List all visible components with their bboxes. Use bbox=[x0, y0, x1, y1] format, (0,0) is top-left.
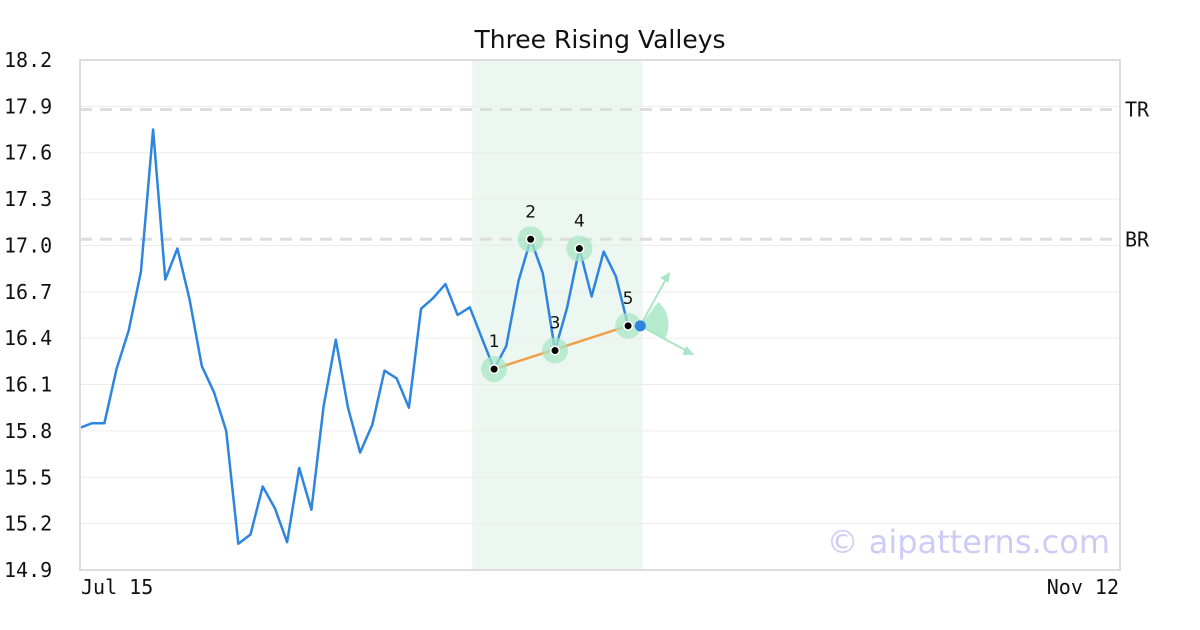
y-axis-ticks: 18.2 17.9 17.6 17.3 17.0 16.7 16.4 16.1 15.8 15.5… bbox=[4, 48, 52, 582]
y-tick-label: 15.8 bbox=[4, 419, 52, 443]
pattern-point bbox=[575, 245, 583, 253]
projection-arrow-down bbox=[639, 324, 693, 355]
pattern-point-label: 2 bbox=[525, 202, 536, 222]
y-tick-label: 17.6 bbox=[4, 141, 52, 165]
pattern-point-label: 4 bbox=[574, 212, 585, 232]
x-tick-label: Jul 15 bbox=[81, 575, 153, 599]
y-tick-label: 15.2 bbox=[4, 512, 52, 536]
pattern-point-label: 5 bbox=[623, 289, 634, 309]
reference-label-tr: TR bbox=[1125, 97, 1150, 121]
pattern-point bbox=[527, 235, 535, 243]
highlight-band bbox=[472, 60, 643, 570]
reference-lines: TR BR bbox=[80, 97, 1150, 251]
pattern-point-label: 3 bbox=[550, 314, 561, 334]
pattern-markers: 1 2 3 4 5 bbox=[481, 202, 695, 383]
y-tick-label: 16.1 bbox=[4, 373, 52, 397]
gridlines bbox=[80, 59, 1120, 571]
projection-arrow-down-head bbox=[682, 345, 695, 355]
chart-title: Three Rising Valleys bbox=[473, 25, 725, 54]
projection-wedge bbox=[640, 301, 669, 340]
y-tick-label: 17.0 bbox=[4, 233, 52, 257]
y-tick-label: 15.5 bbox=[4, 465, 52, 489]
y-tick-label: 17.9 bbox=[4, 94, 52, 118]
x-tick-label: Nov 12 bbox=[1047, 575, 1119, 599]
price-series bbox=[79, 128, 630, 545]
y-tick-label: 14.9 bbox=[4, 558, 52, 582]
pattern-point bbox=[490, 365, 498, 373]
y-tick-label: 18.2 bbox=[4, 48, 52, 72]
y-tick-label: 17.3 bbox=[4, 187, 52, 211]
x-axis-ticks: Jul 15 Nov 12 bbox=[81, 575, 1119, 599]
pattern-point bbox=[624, 322, 632, 330]
projection-arrow-up-head bbox=[660, 271, 671, 283]
pattern-point bbox=[551, 347, 559, 355]
plot-frame bbox=[79, 59, 1121, 571]
pattern-point-label: 1 bbox=[489, 332, 500, 352]
projection-arrow-up bbox=[639, 274, 670, 327]
watermark: © aipatterns.com bbox=[827, 523, 1110, 561]
series-line bbox=[79, 128, 630, 545]
reference-label-br: BR bbox=[1125, 227, 1150, 251]
y-tick-label: 16.7 bbox=[4, 280, 52, 304]
last-price-point bbox=[634, 320, 646, 332]
y-tick-label: 16.4 bbox=[4, 326, 52, 350]
pattern-highlight-region bbox=[472, 60, 643, 570]
